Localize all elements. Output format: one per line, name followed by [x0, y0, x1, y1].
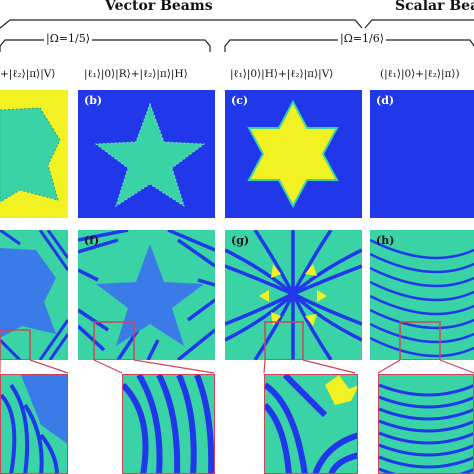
panel-c-label: |ℓ₁⟩|0⟩|H⟩+|ℓ₂⟩|π⟩|V⟩: [230, 68, 334, 80]
zoom-connectors: [0, 359, 474, 374]
panel-g-tag: (g): [231, 234, 250, 247]
panel-b: (b): [78, 90, 215, 218]
panel-a: [0, 90, 68, 218]
panel-b-label: |ℓ₁⟩|0⟩|R⟩+|ℓ₂⟩|π⟩|H⟩: [84, 68, 188, 80]
panel-f-tag: (f): [84, 234, 100, 247]
omega-right-label: |Ω=1/6⟩: [338, 32, 387, 45]
panel-d: (d): [370, 90, 474, 218]
omega-left-label: |Ω=1/5⟩: [44, 32, 93, 45]
panel-a-label: +|ℓ₂⟩|π⟩|V⟩: [0, 68, 56, 80]
zoom-panel-h: [378, 374, 474, 474]
panel-g: (g): [225, 230, 362, 360]
panel-f: (f): [78, 230, 215, 360]
zoom-panel-e: [0, 374, 68, 474]
panel-c: (c): [225, 90, 362, 218]
zoom-panel-f: [122, 374, 215, 474]
vector-beams-title: Vector Beams: [105, 0, 213, 14]
scalar-beams-title: Scalar Beam: [395, 0, 474, 14]
panel-h-tag: (h): [376, 234, 395, 247]
panel-b-tag: (b): [84, 94, 103, 107]
panel-d-tag: (d): [376, 94, 395, 107]
panel-e: [0, 230, 68, 360]
zoom-panel-g: [264, 374, 358, 474]
header-brackets: [0, 19, 474, 52]
panel-c-tag: (c): [231, 94, 249, 107]
panel-d-label: (|ℓ₁⟩|0⟩+|ℓ₂⟩|π⟩): [380, 68, 460, 80]
panel-h: (h): [370, 230, 474, 360]
